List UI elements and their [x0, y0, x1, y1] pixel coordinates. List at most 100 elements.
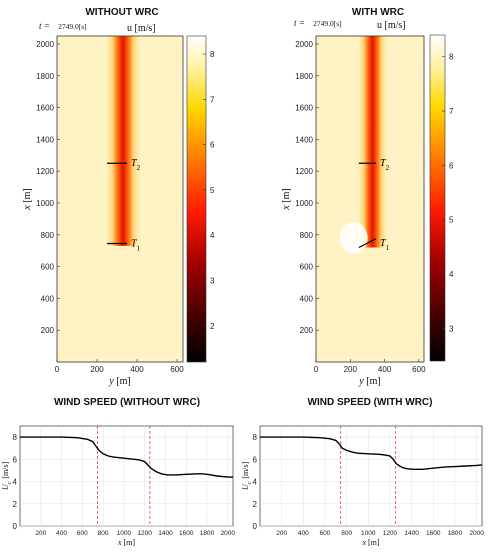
- colorbar-tick-label: 8: [449, 53, 454, 62]
- colorbar-label: u [m/s]: [377, 20, 406, 31]
- y-axis-label: x [m]: [281, 188, 292, 210]
- x-tick-label: 400: [378, 365, 392, 374]
- wind-speed-line: [260, 436, 483, 470]
- x-axis-label: x [m]: [361, 538, 379, 547]
- x-tick-label: 200: [90, 365, 104, 374]
- y-tick-label: 4: [13, 478, 18, 487]
- plot-frame: [259, 425, 483, 527]
- x-tick-label: 800: [341, 530, 352, 537]
- plot-frame: [56, 35, 184, 363]
- y-tick-label: 1200: [36, 167, 54, 176]
- y-tick-label: 800: [300, 231, 314, 240]
- y-axis-label: x [m]: [22, 188, 33, 210]
- y-tick-label: 8: [13, 433, 18, 442]
- x-tick-label: 1800: [200, 530, 215, 537]
- y-tick-label: 1000: [295, 199, 313, 208]
- y-tick-label: 200: [41, 326, 55, 335]
- x-tick-label: 600: [77, 530, 88, 537]
- x-tick-label: 1600: [426, 530, 441, 537]
- x-tick-label: 1400: [404, 530, 419, 537]
- high-speed-patch: [339, 221, 368, 254]
- y-tick-label: 8: [253, 433, 258, 442]
- turbine-T1: [358, 238, 377, 249]
- line-title: WIND SPEED (WITH WRC): [308, 397, 433, 408]
- y-tick-label: 1000: [36, 199, 54, 208]
- y-tick-label: 1600: [36, 104, 54, 113]
- colorbar-tick-label: 4: [449, 270, 454, 279]
- wind-speed-line: [20, 436, 233, 478]
- colorbar-tick-label: 3: [449, 324, 454, 333]
- heatmap-title: WITH WRC: [352, 7, 404, 18]
- x-tick-label: 200: [276, 530, 287, 537]
- y-tick-label: 2: [13, 500, 18, 509]
- y-tick-label: 400: [300, 294, 314, 303]
- x-tick-label: 400: [298, 530, 309, 537]
- colorbar-tick-label: 3: [210, 277, 215, 286]
- colorbar: [186, 35, 207, 363]
- line-title: WIND SPEED (WITHOUT WRC): [54, 397, 200, 408]
- x-tick-label: 400: [130, 365, 144, 374]
- y-tick-label: 400: [41, 294, 55, 303]
- y-tick-label: 0: [13, 522, 18, 531]
- plot-frame: [19, 425, 234, 527]
- x-tick-label: 1400: [158, 530, 173, 537]
- y-tick-label: 600: [300, 263, 314, 272]
- y-tick-label: 1200: [295, 167, 313, 176]
- wake-core: [363, 36, 382, 248]
- y-tick-label: 6: [13, 455, 18, 464]
- colorbar-tick-label: 6: [210, 141, 215, 150]
- turbine-label-T1: T1: [131, 239, 141, 253]
- line-panel-1: WIND SPEED (WITHOUT WRC) 0 2 4 6 8 200 400 600 80…: [1, 397, 235, 547]
- colorbar-label: u [m/s]: [127, 23, 156, 34]
- y-tick-label: 2000: [36, 40, 54, 49]
- y-tick-label: 0: [253, 522, 258, 531]
- time-label: t = 2749.0[s]: [294, 18, 342, 28]
- plot-frame: [315, 35, 425, 363]
- x-tick-label: 1200: [383, 530, 398, 537]
- turbine-label-T2: T2: [380, 158, 390, 172]
- time-label: t = 2749.0[s]: [39, 21, 87, 31]
- x-tick-label: 200: [35, 530, 46, 537]
- line-panel-2: WIND SPEED (WITH WRC) 0 2 4 6 8 200 400 600 800 10…: [241, 397, 484, 547]
- x-tick-label: 600: [320, 530, 331, 537]
- colorbar: [429, 34, 446, 362]
- y-tick-label: 200: [300, 326, 314, 335]
- x-tick-label: 200: [344, 365, 358, 374]
- y-axis-label: Uc [m/s]: [1, 461, 13, 490]
- x-tick-label: 600: [170, 365, 184, 374]
- colorbar-tick-label: 5: [210, 186, 215, 195]
- x-tick-label: 800: [98, 530, 109, 537]
- y-tick-label: 6: [253, 455, 258, 464]
- y-tick-label: 1800: [36, 72, 54, 81]
- x-tick-label: 1600: [179, 530, 194, 537]
- x-tick-label: 1200: [137, 530, 152, 537]
- y-axis-label: Uc [m/s]: [241, 461, 253, 490]
- heatmap-title: WITHOUT WRC: [85, 7, 158, 18]
- colorbar-tick-label: 7: [449, 107, 454, 116]
- x-tick-label: 2000: [221, 530, 236, 537]
- turbine-label-T2: T2: [131, 158, 141, 172]
- y-tick-label: 1600: [295, 104, 313, 113]
- colorbar-tick-label: 5: [449, 216, 454, 225]
- colorbar-tick-label: 8: [210, 50, 215, 59]
- y-tick-label: 1400: [295, 135, 313, 144]
- colorbar-tick-label: 7: [210, 95, 215, 104]
- x-tick-label: 0: [55, 365, 60, 374]
- x-tick-label: 600: [412, 365, 426, 374]
- colorbar-tick-label: 2: [210, 322, 215, 331]
- x-tick-label: 1000: [117, 530, 132, 537]
- y-tick-label: 800: [41, 231, 55, 240]
- colorbar-tick-label: 6: [449, 161, 454, 170]
- y-tick-label: 2: [253, 500, 258, 509]
- x-axis-label: y [m]: [108, 376, 130, 387]
- y-tick-label: 4: [253, 478, 258, 487]
- x-tick-label: 1000: [361, 530, 376, 537]
- x-axis-label: y [m]: [358, 376, 380, 387]
- y-tick-label: 600: [41, 263, 55, 272]
- x-tick-label: 0: [314, 365, 319, 374]
- colorbar-tick-label: 4: [210, 231, 215, 240]
- y-tick-label: 1400: [36, 135, 54, 144]
